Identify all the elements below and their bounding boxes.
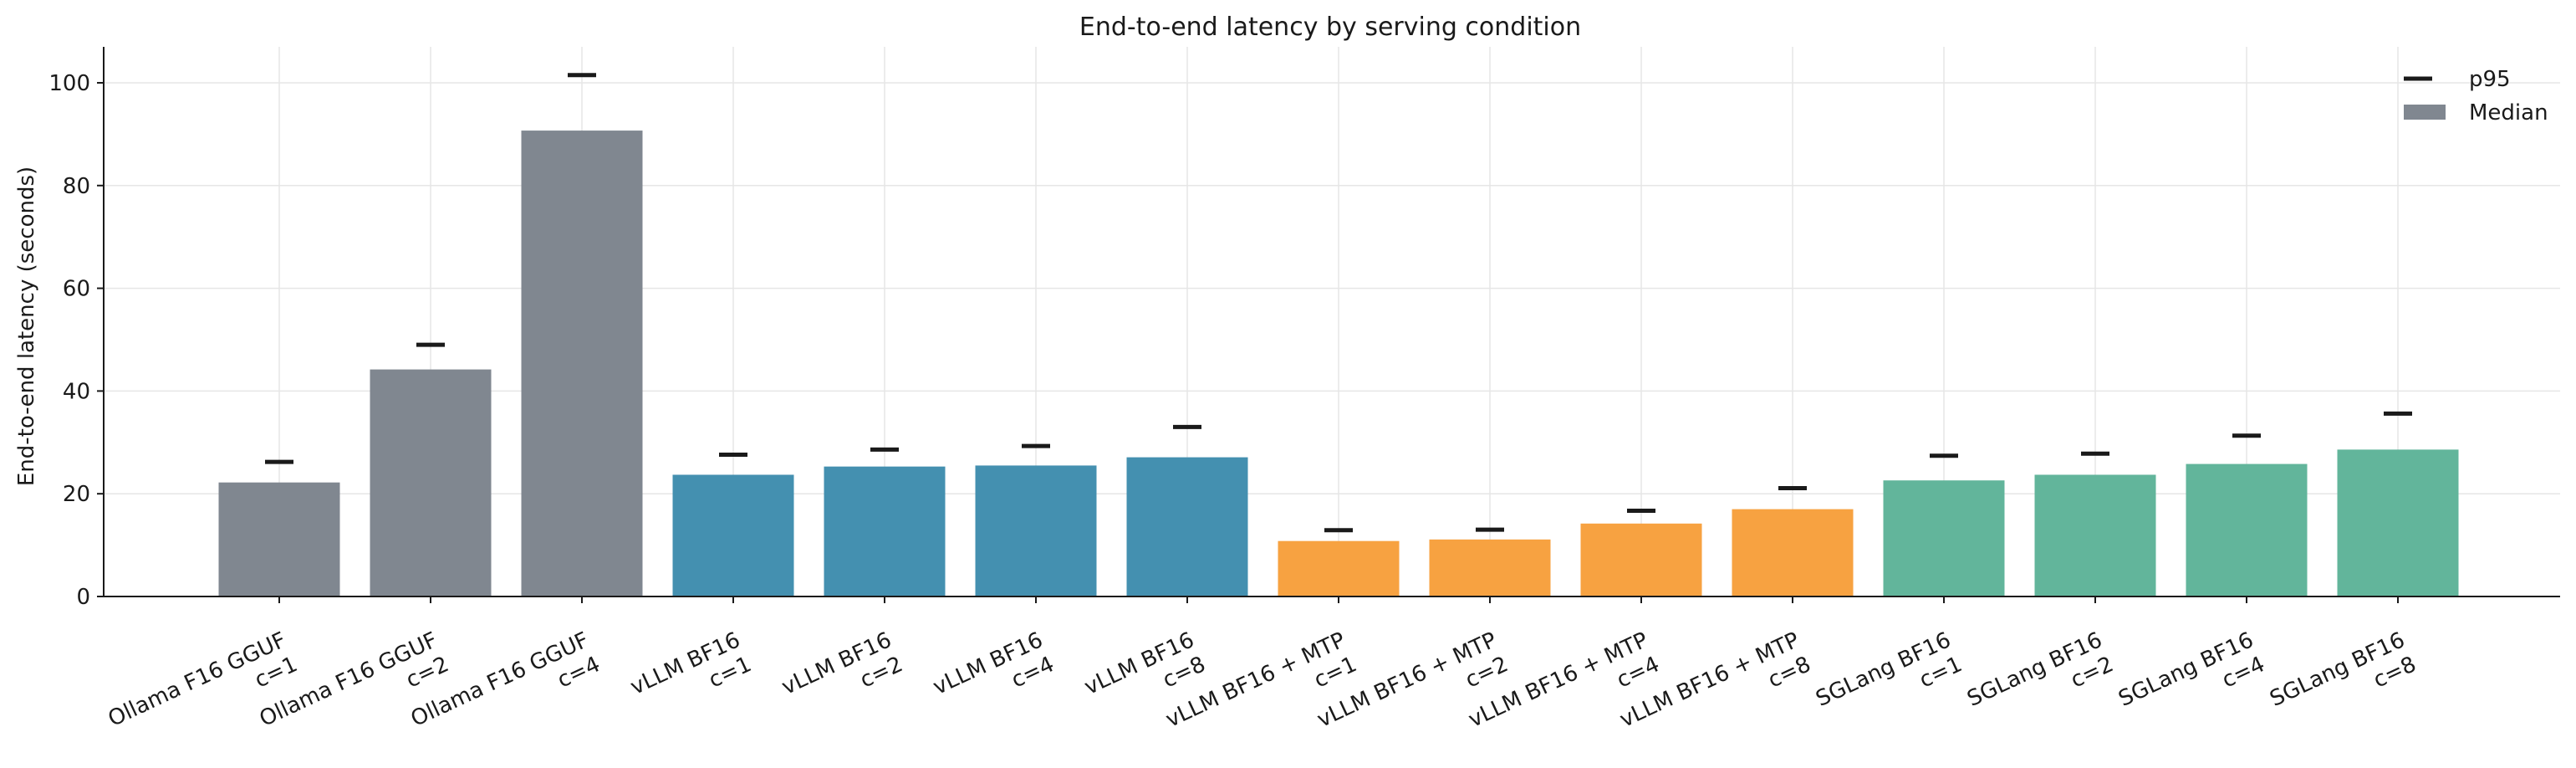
legend-marker-median <box>2404 105 2446 120</box>
median-bar <box>1278 540 1400 596</box>
median-bar <box>1126 457 1248 596</box>
x-tick-label: vLLM BF16c=2 <box>778 627 907 724</box>
y-axis-label: End-to-end latency (seconds) <box>14 166 39 486</box>
median-bar <box>2337 449 2459 596</box>
legend: p95 Median <box>2404 67 2548 125</box>
median-bar <box>2034 474 2156 596</box>
median-bar <box>1883 480 2005 596</box>
x-tick-label: SGLang BF16c=2 <box>1963 627 2117 736</box>
axes <box>103 47 2560 597</box>
x-tick-label: SGLang BF16c=1 <box>1812 627 1966 736</box>
x-tick-label: vLLM BF16c=1 <box>627 627 756 724</box>
median-bar <box>975 465 1097 596</box>
y-tick-label: 60 <box>63 277 90 302</box>
median-bar <box>1429 539 1551 596</box>
legend-label: Median <box>2469 100 2548 125</box>
median-bar <box>1580 523 1702 596</box>
legend-label: p95 <box>2469 67 2511 92</box>
bars <box>218 131 2459 596</box>
median-bar <box>370 369 492 596</box>
median-bar <box>1732 509 1854 596</box>
median-bar <box>521 131 643 596</box>
median-bar <box>218 482 340 596</box>
y-tick-label: 100 <box>48 71 90 96</box>
x-tick-label: SGLang BF16c=8 <box>2266 627 2420 736</box>
grid <box>104 47 2560 597</box>
x-tick-label: Ollama F16 GGUFc=1 <box>105 627 302 756</box>
chart-title: End-to-end latency by serving condition <box>1079 13 1581 42</box>
y-tick-label: 20 <box>63 482 90 507</box>
x-tick-label: vLLM BF16c=4 <box>930 627 1058 724</box>
median-bar <box>2186 463 2308 596</box>
y-ticks: 0 20 40 60 80 100 <box>48 71 104 610</box>
median-bar <box>672 474 794 596</box>
p95-markers <box>265 73 2412 533</box>
y-tick-label: 40 <box>63 379 90 404</box>
median-bar <box>824 466 946 596</box>
x-tick-label: SGLang BF16c=4 <box>2114 627 2268 736</box>
y-tick-label: 0 <box>76 585 90 610</box>
y-tick-label: 80 <box>63 174 90 199</box>
